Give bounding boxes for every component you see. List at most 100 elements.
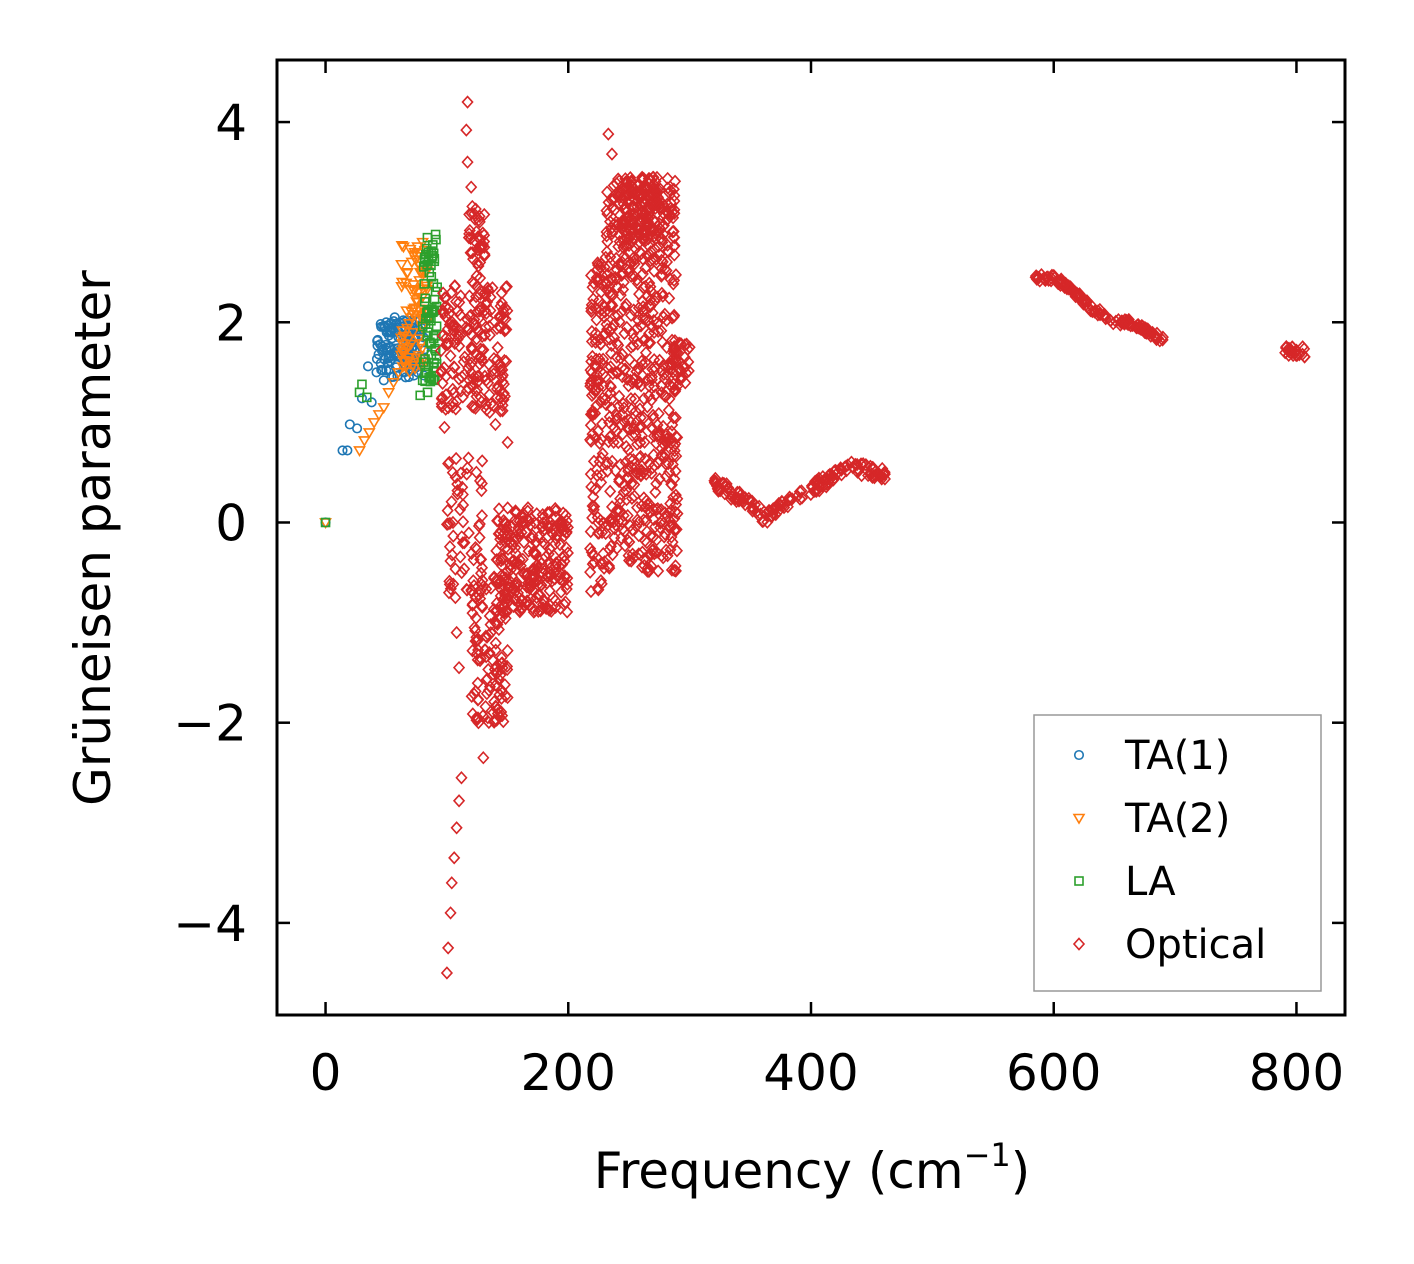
data-point-optical xyxy=(447,529,460,543)
data-point-optical xyxy=(629,404,642,418)
data-point-optical xyxy=(494,532,507,546)
data-point-ta-2- xyxy=(399,278,413,290)
data-point-optical xyxy=(492,514,505,528)
data-point-optical xyxy=(773,497,786,511)
data-point-optical xyxy=(590,271,603,285)
data-point-optical xyxy=(466,399,479,414)
data-point-optical xyxy=(653,217,666,231)
data-point-optical xyxy=(462,526,475,540)
data-point-optical xyxy=(661,171,674,186)
data-point-ta-2- xyxy=(397,348,411,360)
data-point-optical xyxy=(595,525,609,540)
data-point-optical xyxy=(635,429,649,443)
data-point-optical xyxy=(655,503,668,517)
data-point-optical xyxy=(584,541,597,556)
data-point-optical xyxy=(640,467,653,481)
data-point-optical xyxy=(625,174,638,188)
data-point-optical xyxy=(599,526,612,541)
data-point-optical xyxy=(608,514,621,529)
data-point-optical xyxy=(532,530,545,544)
data-point-optical xyxy=(511,524,524,539)
data-point-optical xyxy=(585,268,598,283)
data-point-optical xyxy=(437,304,450,318)
data-point-optical xyxy=(618,401,631,415)
data-point-optical xyxy=(442,336,455,351)
data-point-optical xyxy=(606,454,619,469)
data-point-optical xyxy=(501,643,514,658)
data-point-optical xyxy=(665,356,678,371)
data-point-optical xyxy=(443,516,456,531)
data-point-optical xyxy=(489,417,502,432)
data-point-optical xyxy=(548,572,562,586)
data-point-optical xyxy=(611,280,624,294)
data-point-ta-1- xyxy=(337,445,348,456)
data-point-optical xyxy=(474,287,487,302)
data-point-optical xyxy=(537,516,550,530)
data-point-optical xyxy=(594,303,608,317)
data-point-optical xyxy=(612,435,625,450)
data-point-optical xyxy=(545,519,558,533)
data-point-optical xyxy=(536,507,549,522)
data-point-optical xyxy=(475,599,489,613)
data-point-optical xyxy=(464,231,477,246)
data-point-la xyxy=(417,321,428,332)
data-point-optical xyxy=(622,443,635,457)
data-point-optical xyxy=(617,508,630,523)
data-point-optical xyxy=(622,464,635,478)
data-point-optical xyxy=(851,457,864,472)
data-point-optical xyxy=(522,544,535,558)
data-point-optical xyxy=(450,451,463,466)
data-point-optical xyxy=(441,503,454,518)
data-point-optical xyxy=(637,304,650,318)
data-point-optical xyxy=(560,582,573,596)
data-point-optical xyxy=(647,264,661,278)
data-point-optical xyxy=(627,453,640,467)
legend-label: TA(2) xyxy=(1124,796,1230,842)
data-point-optical xyxy=(470,225,483,239)
data-point-ta-2- xyxy=(377,403,391,414)
data-point-optical xyxy=(653,201,666,215)
y-tick-label: 2 xyxy=(215,294,247,352)
data-point-la xyxy=(418,357,429,367)
data-point-optical xyxy=(612,257,625,272)
data-point-optical xyxy=(1156,333,1169,347)
data-point-optical xyxy=(616,282,630,297)
data-point-optical xyxy=(535,520,548,535)
data-point-optical xyxy=(610,408,623,423)
data-point-optical xyxy=(642,563,655,578)
data-point-optical xyxy=(445,876,458,890)
data-point-ta-2- xyxy=(400,268,414,280)
data-point-la xyxy=(429,375,440,386)
data-point-optical xyxy=(826,469,839,483)
data-point-optical xyxy=(643,497,656,511)
data-point-optical xyxy=(808,474,822,489)
data-point-optical xyxy=(494,363,507,378)
data-point-optical xyxy=(601,322,614,336)
data-point-optical xyxy=(527,544,540,559)
data-point-optical xyxy=(509,563,522,577)
data-point-optical xyxy=(481,281,494,295)
data-point-ta-2- xyxy=(407,285,420,297)
data-point-optical xyxy=(497,569,510,584)
data-point-optical xyxy=(491,706,504,721)
legend-marker xyxy=(1074,876,1084,886)
data-point-optical xyxy=(468,620,481,635)
data-point-optical xyxy=(600,203,613,218)
data-point-la xyxy=(430,229,441,240)
data-point-optical xyxy=(746,494,759,508)
data-point-la xyxy=(430,343,440,354)
data-point-optical xyxy=(647,364,660,378)
data-point-optical xyxy=(611,365,625,380)
data-point-optical xyxy=(600,245,614,259)
data-point-optical xyxy=(866,460,879,475)
data-point-optical xyxy=(642,313,655,328)
data-point-optical xyxy=(617,232,630,246)
legend-item-ta-2-: TA(2) xyxy=(1072,796,1230,842)
data-point-optical xyxy=(560,526,573,540)
data-point-optical xyxy=(494,404,507,418)
data-point-optical xyxy=(626,327,639,341)
data-point-optical xyxy=(627,199,641,214)
data-point-optical xyxy=(620,175,633,189)
data-point-optical xyxy=(465,180,478,194)
data-point-optical xyxy=(589,383,602,397)
